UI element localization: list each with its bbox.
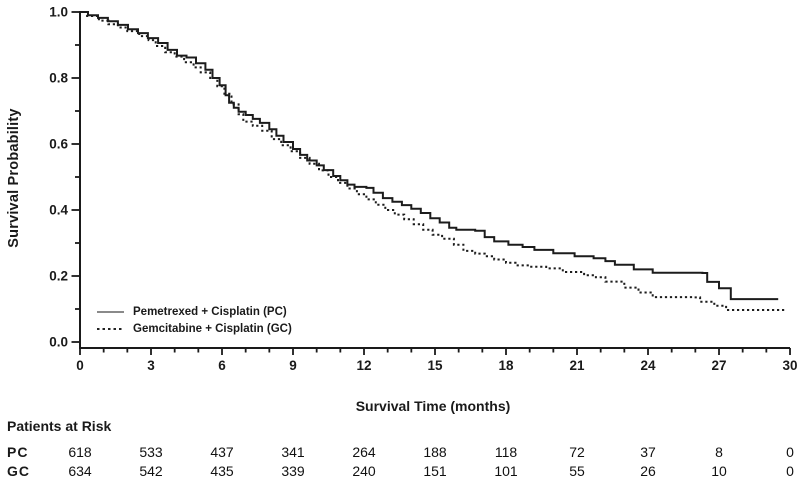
risk-value: 0	[786, 463, 794, 479]
x-axis-title: Survival Time (months)	[355, 398, 511, 414]
risk-row-label-pc: PC	[7, 444, 29, 460]
risk-value: 341	[281, 444, 305, 460]
legend: Pemetrexed + Cisplatin (PC) Gemcitabine …	[97, 305, 292, 336]
x-tick-label: 12	[356, 358, 371, 373]
risk-value: 151	[423, 463, 447, 479]
risk-value: 118	[494, 444, 518, 460]
risk-value: 339	[281, 463, 305, 479]
x-tick-label: 9	[289, 358, 297, 373]
legend-label-gc: Gemcitabine + Cisplatin (GC)	[133, 323, 292, 335]
patients-at-risk-heading: Patients at Risk	[7, 418, 112, 434]
risk-value: 10	[711, 463, 727, 479]
risk-value: 188	[423, 444, 447, 460]
risk-value: 437	[210, 444, 234, 460]
legend-label-pc: Pemetrexed + Cisplatin (PC)	[133, 306, 287, 318]
risk-value: 264	[352, 444, 376, 460]
risk-value: 101	[494, 463, 518, 479]
risk-value: 618	[68, 444, 92, 460]
risk-value: 533	[139, 444, 163, 460]
x-tick-label: 24	[640, 358, 656, 373]
risk-value: 435	[210, 463, 234, 479]
y-tick-label: 0.0	[49, 335, 68, 350]
x-tick-label: 6	[218, 358, 226, 373]
x-tick-label: 3	[147, 358, 155, 373]
risk-value: 240	[352, 463, 376, 479]
dotted-line-sample-icon	[97, 328, 124, 330]
risk-value: 55	[569, 463, 585, 479]
y-tick-label: 0.4	[49, 203, 68, 218]
legend-item-pc: Pemetrexed + Cisplatin (PC)	[97, 305, 292, 319]
gc-survival-curve	[80, 11, 786, 311]
risk-value: 542	[139, 463, 163, 479]
risk-value: 37	[640, 444, 656, 460]
x-tick-label: 18	[498, 358, 514, 373]
risk-value: 8	[715, 444, 723, 460]
risk-row-label-gc: GC	[7, 463, 30, 479]
legend-item-gc: Gemcitabine + Cisplatin (GC)	[97, 322, 292, 336]
x-tick-label: 27	[711, 358, 726, 373]
risk-value: 634	[68, 463, 92, 479]
risk-value: 0	[786, 444, 794, 460]
y-tick-label: 1.0	[49, 5, 68, 20]
pc-survival-curve	[80, 11, 779, 301]
y-axis-title: Survival Probability	[6, 108, 22, 248]
y-tick-label: 0.8	[49, 71, 68, 86]
x-tick-label: 15	[427, 358, 443, 373]
risk-value: 72	[569, 444, 585, 460]
solid-line-sample-icon	[97, 310, 124, 314]
x-tick-label: 30	[782, 358, 797, 373]
y-tick-label: 0.6	[49, 137, 68, 152]
risk-value: 26	[640, 463, 656, 479]
x-tick-label: 21	[569, 358, 585, 373]
y-tick-label: 0.2	[49, 269, 68, 284]
x-tick-label: 0	[76, 358, 84, 373]
